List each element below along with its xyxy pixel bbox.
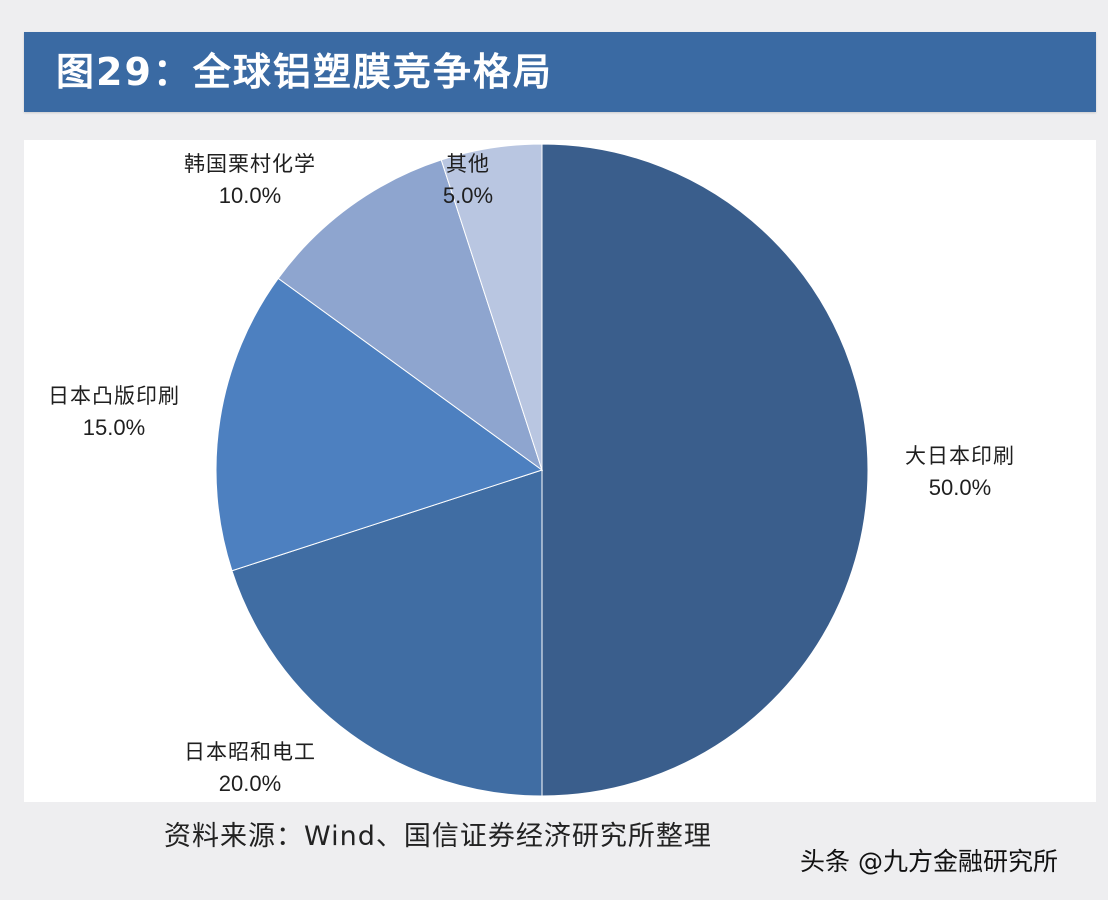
slice-label-name: 日本昭和电工 bbox=[184, 740, 316, 764]
slice-label-name: 日本凸版印刷 bbox=[48, 384, 180, 408]
chart-title: 图29：全球铝塑膜竞争格局 bbox=[56, 50, 553, 94]
slice-label-percent: 50.0% bbox=[928, 475, 992, 500]
slice-label-percent: 5.0% bbox=[442, 183, 494, 208]
pie-slice-3 bbox=[215, 277, 544, 572]
pie-slice-2 bbox=[231, 469, 543, 797]
slice-label-percent: 15.0% bbox=[82, 415, 146, 440]
slice-label-yulchon: 韩国栗村化学 10.0% bbox=[184, 148, 316, 212]
slice-label-showa-denko: 日本昭和电工 20.0% bbox=[184, 736, 316, 800]
title-bar: 图29：全球铝塑膜竞争格局 bbox=[24, 32, 1096, 112]
slice-label-toppan: 日本凸版印刷 15.0% bbox=[48, 380, 180, 444]
pie-slice-1 bbox=[541, 143, 869, 797]
watermark: 头条 @九方金融研究所 bbox=[800, 847, 1058, 876]
pie-slice-5 bbox=[440, 143, 543, 471]
slice-label-percent: 20.0% bbox=[218, 771, 282, 796]
source-note: 资料来源：Wind、国信证券经济研究所整理 bbox=[164, 821, 712, 852]
slice-label-name: 韩国栗村化学 bbox=[184, 152, 316, 176]
slice-label-percent: 10.0% bbox=[218, 183, 282, 208]
pie-chart bbox=[215, 143, 869, 797]
pie-slice-4 bbox=[277, 159, 543, 472]
slice-label-others: 其他 5.0% bbox=[443, 148, 493, 212]
slice-label-name: 大日本印刷 bbox=[905, 444, 1015, 468]
chart-panel: 大日本印刷 50.0% 日本昭和电工 20.0% 日本凸版印刷 15.0% 韩国… bbox=[24, 140, 1096, 802]
slice-label-name: 其他 bbox=[446, 152, 490, 176]
slice-label-dai-nippon: 大日本印刷 50.0% bbox=[905, 440, 1015, 504]
